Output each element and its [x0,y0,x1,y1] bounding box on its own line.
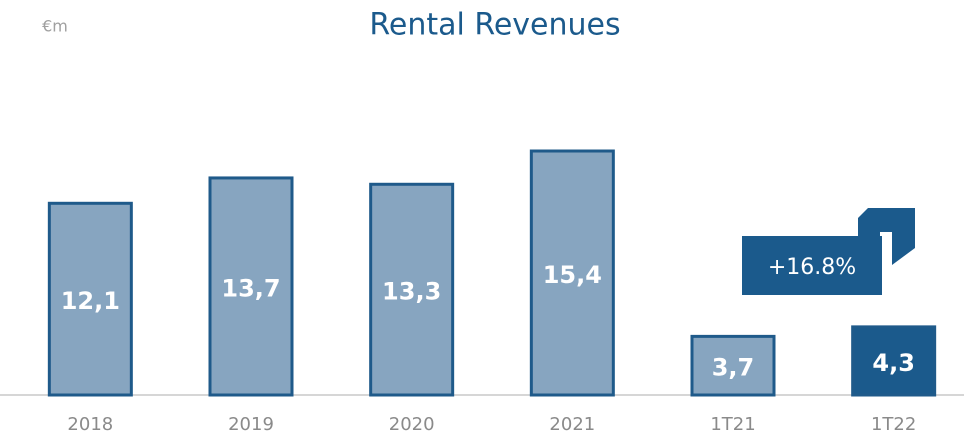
value-label: 13,7 [221,274,280,302]
annotation-box [742,236,882,295]
x-tick-label: 2019 [228,414,274,435]
chart-title: Rental Revenues [369,8,620,43]
annotation: +16.8% [768,255,856,280]
value-label: 12,1 [61,287,120,315]
bar [47,201,133,397]
bar [851,325,937,397]
arrow-icon [858,208,915,265]
bar [208,176,294,397]
x-tick-label: 2021 [549,414,595,435]
x-tick-label: 1T21 [710,414,755,435]
x-tick-label: 2020 [389,414,435,435]
x-tick-label: 2018 [67,414,113,435]
value-label: 13,3 [382,278,441,306]
bar [369,182,455,397]
bar [690,334,776,397]
unit-label: €m [42,17,68,36]
value-label: 3,7 [712,354,755,382]
x-tick-label: 1T22 [871,414,916,435]
value-label: 15,4 [543,261,602,289]
bar [529,149,615,397]
value-label: 4,3 [872,349,915,377]
